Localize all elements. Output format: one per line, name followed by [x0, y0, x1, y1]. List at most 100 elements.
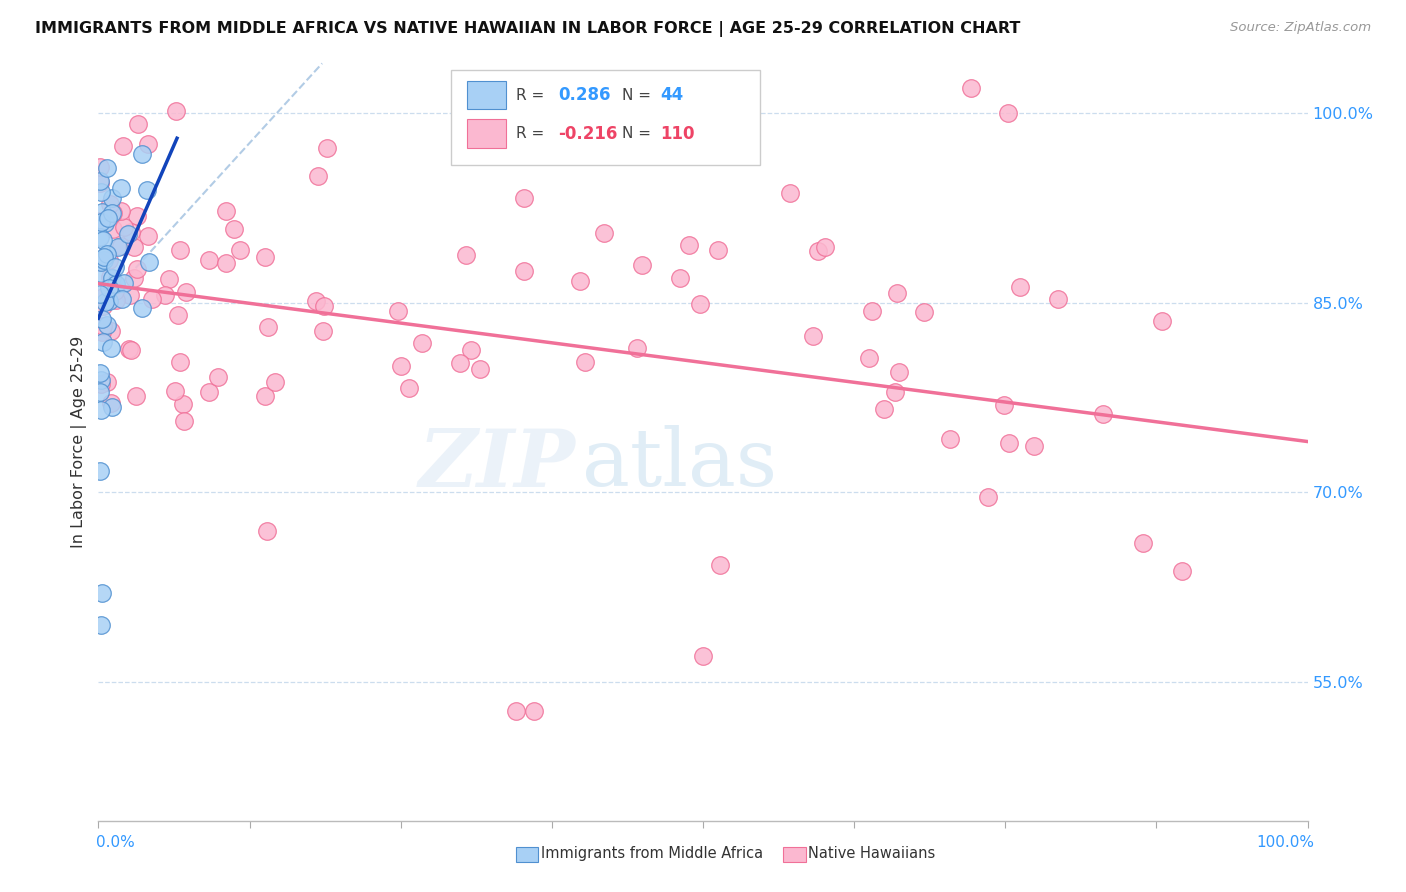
Point	[117, 227, 139, 241]
Point	[169, 355, 191, 369]
Point	[100, 341, 122, 355]
Point	[912, 304, 935, 318]
Point	[125, 389, 148, 403]
Point	[886, 286, 908, 301]
FancyBboxPatch shape	[451, 70, 759, 165]
Point	[574, 354, 596, 368]
Point	[93, 251, 115, 265]
Point	[779, 186, 801, 201]
Point	[127, 262, 149, 277]
Point	[118, 342, 141, 356]
Point	[131, 301, 153, 316]
Point	[89, 160, 111, 174]
Point	[124, 240, 146, 254]
FancyBboxPatch shape	[467, 120, 506, 148]
Point	[98, 270, 121, 285]
Text: 0.0%: 0.0%	[96, 836, 135, 850]
Point	[669, 271, 692, 285]
Point	[89, 213, 111, 227]
Point	[169, 244, 191, 258]
Point	[98, 197, 121, 211]
Point	[801, 328, 824, 343]
Point	[256, 524, 278, 538]
Point	[1171, 564, 1194, 578]
Text: N =: N =	[621, 87, 651, 103]
Point	[90, 266, 112, 280]
Point	[960, 80, 983, 95]
Text: atlas: atlas	[582, 425, 778, 503]
Point	[174, 285, 197, 300]
Point	[977, 491, 1000, 505]
Point	[387, 304, 409, 318]
Point	[707, 243, 730, 257]
Point	[411, 335, 433, 350]
Point	[254, 250, 277, 264]
FancyBboxPatch shape	[467, 80, 506, 110]
Point	[165, 384, 187, 398]
Point	[127, 117, 149, 131]
Point	[103, 221, 125, 235]
Point	[626, 341, 648, 355]
Point	[93, 233, 115, 247]
Point	[254, 389, 277, 403]
Point	[172, 397, 194, 411]
Point	[90, 312, 112, 326]
Text: Immigrants from Middle Africa: Immigrants from Middle Africa	[541, 847, 763, 861]
Point	[229, 243, 252, 257]
Point	[98, 253, 121, 268]
Point	[460, 343, 482, 357]
Point	[939, 432, 962, 446]
Point	[997, 435, 1019, 450]
Point	[1091, 407, 1114, 421]
Text: Source: ZipAtlas.com: Source: ZipAtlas.com	[1230, 21, 1371, 34]
Point	[100, 395, 122, 409]
Point	[104, 293, 127, 307]
Point	[592, 226, 614, 240]
Point	[883, 385, 905, 400]
Point	[89, 230, 111, 244]
Point	[100, 324, 122, 338]
Text: 110: 110	[661, 125, 695, 143]
Point	[153, 287, 176, 301]
Point	[89, 287, 111, 301]
Point	[207, 369, 229, 384]
Point	[89, 464, 111, 478]
Point	[110, 181, 132, 195]
Point	[167, 308, 190, 322]
Point	[1132, 535, 1154, 549]
Point	[814, 240, 837, 254]
Point	[125, 209, 148, 223]
Point	[993, 398, 1015, 412]
Point	[1008, 280, 1031, 294]
Point	[93, 253, 115, 268]
Point	[110, 203, 132, 218]
Text: 0.286: 0.286	[558, 86, 610, 104]
Point	[94, 216, 117, 230]
Text: Native Hawaiians: Native Hawaiians	[808, 847, 936, 861]
Point	[100, 401, 122, 415]
Point	[997, 106, 1019, 120]
Point	[90, 402, 112, 417]
Point	[141, 293, 163, 307]
Point	[505, 704, 527, 718]
Point	[138, 229, 160, 244]
Point	[454, 248, 477, 262]
Point	[860, 304, 883, 318]
Point	[90, 617, 112, 632]
Point	[96, 247, 118, 261]
Point	[90, 255, 112, 269]
Point	[89, 255, 111, 269]
Point	[398, 381, 420, 395]
Point	[107, 240, 129, 254]
Point	[89, 174, 111, 188]
Text: IMMIGRANTS FROM MIDDLE AFRICA VS NATIVE HAWAIIAN IN LABOR FORCE | AGE 25-29 CORR: IMMIGRANTS FROM MIDDLE AFRICA VS NATIVE …	[35, 21, 1021, 37]
Point	[689, 297, 711, 311]
Point	[807, 244, 830, 258]
Point	[631, 258, 654, 272]
Point	[678, 238, 700, 252]
Point	[101, 206, 124, 220]
Point	[215, 256, 238, 270]
Point	[512, 191, 534, 205]
Point	[315, 141, 337, 155]
Text: R =: R =	[516, 126, 544, 141]
